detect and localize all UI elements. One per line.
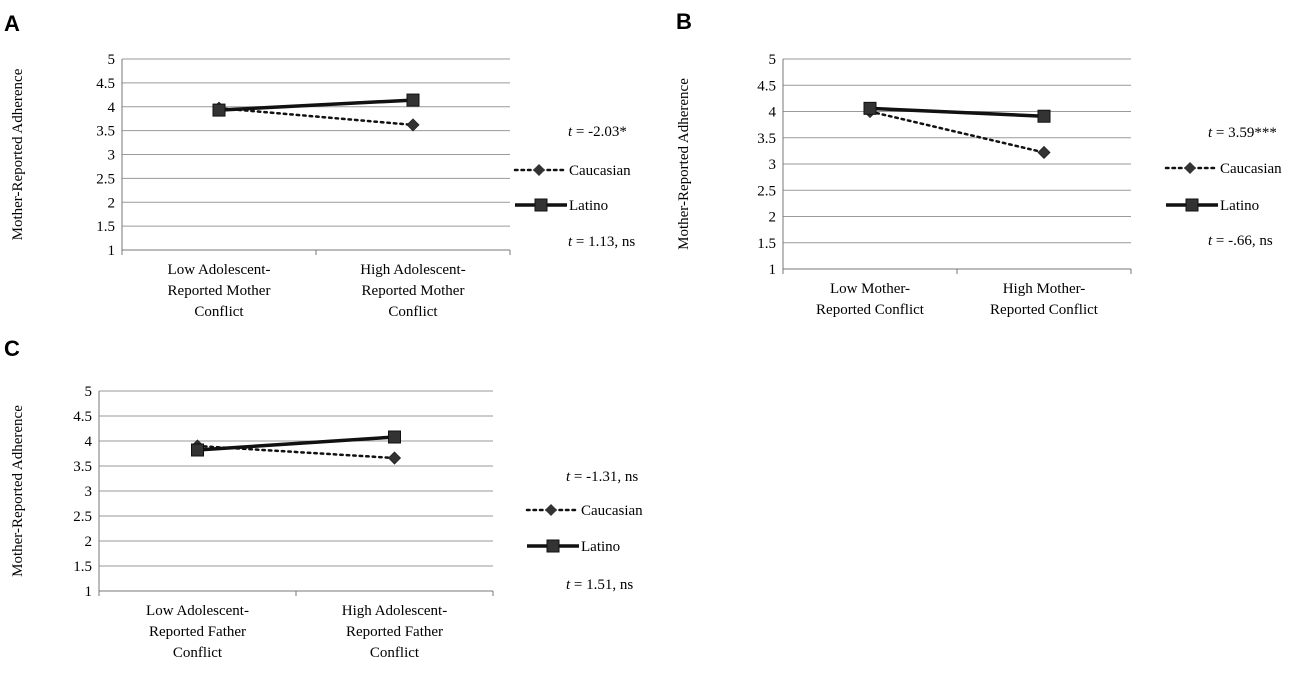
y-tick-label: 3.5: [73, 459, 92, 475]
stat-bottom: t = -.66, ns: [1208, 233, 1273, 249]
y-tick-label: 1: [769, 262, 777, 278]
legend-marker-latino: [1185, 198, 1199, 212]
data-point-latino: [406, 93, 420, 107]
series-line-caucasian: [217, 106, 415, 127]
category-label: Low Mother-: [830, 281, 910, 297]
category-label: Conflict: [388, 304, 438, 320]
y-tick-label: 1.5: [73, 559, 92, 575]
category-label: High Mother-: [1003, 281, 1086, 297]
y-tick-label: 4.5: [757, 78, 776, 94]
data-point-latino: [191, 443, 204, 457]
data-point-caucasian: [387, 451, 402, 465]
legend-label-caucasian: Caucasian: [569, 163, 631, 179]
stat-t-symbol: t: [568, 234, 573, 250]
legend-label-latino: Latino: [569, 198, 608, 214]
y-tick-label: 3: [108, 148, 116, 164]
stat-t-symbol: t: [566, 577, 571, 593]
y-tick-label: 2: [769, 210, 777, 226]
panel-a: A 1 1.5 2 2.5 3 3.5 4 4.5 5 Mother-Reported Adhere…: [4, 11, 635, 320]
data-point-latino: [863, 101, 877, 115]
y-tick-label: 2: [85, 534, 93, 550]
stat-t-symbol: t: [566, 469, 571, 485]
stat-t-symbol: t: [1208, 125, 1213, 141]
legend-label-latino: Latino: [1220, 198, 1259, 214]
y-tick-label: 4: [108, 100, 116, 116]
category-label: Reported Conflict: [990, 302, 1099, 318]
y-tick-label: 2.5: [757, 183, 776, 199]
y-axis-label: Mother-Reported Adherence: [10, 68, 26, 240]
stat-value: = 3.59***: [1212, 125, 1277, 141]
y-tick-label: 1: [85, 584, 93, 600]
data-point-latino: [212, 103, 226, 117]
series-line-latino: [218, 98, 414, 112]
stat-value: = -.66, ns: [1212, 233, 1273, 249]
data-point-latino: [388, 430, 401, 444]
legend-marker-caucasian: [545, 504, 557, 516]
y-tick-label: 3.5: [757, 131, 776, 147]
panel-c: C 1 1.5 2 2.5 3 3.5 4 4.5 5 Mother-Reported Adhere…: [4, 336, 643, 661]
series-line-latino: [197, 435, 395, 452]
category-label: Reported Conflict: [816, 302, 925, 318]
stat-t-symbol: t: [568, 124, 573, 140]
y-axis-label: Mother-Reported Adherence: [10, 405, 26, 577]
series-line-caucasian: [868, 110, 1046, 154]
category-label: High Adolescent-: [342, 603, 447, 619]
y-tick-label: 3: [769, 157, 777, 173]
y-tick-label: 3: [85, 484, 93, 500]
category-label: Low Adolescent-: [168, 262, 271, 278]
category-label: Conflict: [194, 304, 244, 320]
data-point-caucasian: [1037, 145, 1051, 160]
legend-label-caucasian: Caucasian: [1220, 161, 1282, 177]
y-tick-label: 2.5: [96, 171, 115, 187]
category-label: Conflict: [173, 645, 223, 661]
category-label: Reported Father: [149, 624, 246, 640]
series-line-latino: [869, 106, 1045, 118]
panel-letter: A: [4, 11, 20, 36]
data-point-latino: [1037, 109, 1051, 123]
legend-label-latino: Latino: [581, 539, 620, 555]
legend-marker-caucasian: [533, 164, 545, 176]
stat-top: t = 3.59***: [1208, 125, 1277, 141]
y-tick-label: 1.5: [96, 219, 115, 235]
stat-value: = -1.31, ns: [570, 469, 638, 485]
legend-marker-latino: [534, 198, 548, 212]
y-axis-label: Mother-Reported Adherence: [676, 78, 692, 250]
y-tick-label: 1.5: [757, 236, 776, 252]
y-tick-label: 3.5: [96, 124, 115, 140]
stat-value: = 1.51, ns: [570, 577, 633, 593]
legend-marker-caucasian: [1184, 162, 1196, 174]
data-point-caucasian: [406, 118, 420, 132]
y-tick-label: 4: [85, 434, 93, 450]
y-tick-label: 4: [769, 105, 777, 121]
category-label: Conflict: [370, 645, 420, 661]
stat-top: t = -2.03*: [568, 124, 627, 140]
y-tick-label: 5: [108, 52, 116, 68]
y-tick-label: 4.5: [73, 409, 92, 425]
legend-marker-latino: [546, 539, 560, 553]
panel-b: B 1 1.5 2 2.5 3 3.5 4 4.5 5 Mother-Reported Adhere…: [676, 9, 1282, 318]
category-label: Reported Mother: [168, 283, 271, 299]
stat-bottom: t = 1.13, ns: [568, 234, 635, 250]
stat-value: = -2.03*: [572, 124, 627, 140]
y-tick-label: 2: [108, 195, 116, 211]
category-label: High Adolescent-: [360, 262, 465, 278]
y-tick-label: 5: [85, 384, 93, 400]
panel-letter: B: [676, 9, 692, 34]
y-tick-label: 5: [769, 52, 777, 68]
y-tick-label: 1: [108, 243, 116, 259]
category-label: Reported Father: [346, 624, 443, 640]
stat-value: = 1.13, ns: [572, 234, 635, 250]
y-tick-label: 2.5: [73, 509, 92, 525]
legend-label-caucasian: Caucasian: [581, 503, 643, 519]
category-label: Reported Mother: [362, 283, 465, 299]
panel-letter: C: [4, 336, 20, 361]
category-label: Low Adolescent-: [146, 603, 249, 619]
stat-bottom: t = 1.51, ns: [566, 577, 633, 593]
stat-t-symbol: t: [1208, 233, 1213, 249]
stat-top: t = -1.31, ns: [566, 469, 638, 485]
y-tick-label: 4.5: [96, 76, 115, 92]
